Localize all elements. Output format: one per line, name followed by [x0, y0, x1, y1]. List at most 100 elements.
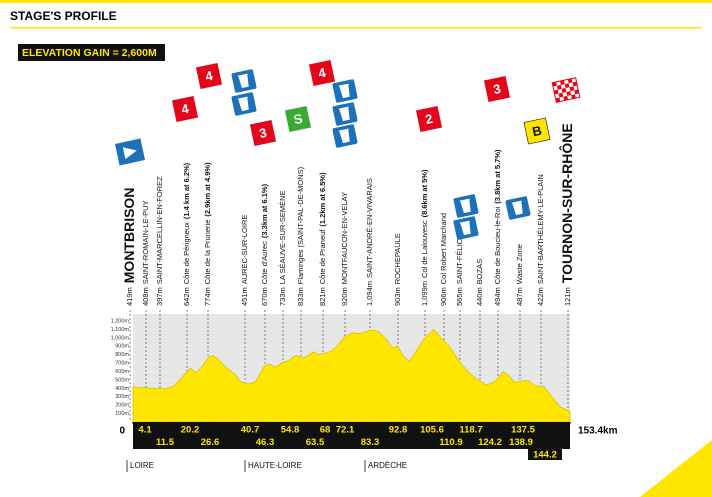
altitude: 670m	[260, 287, 269, 306]
place-name: SAINT-FÉLICIEN	[455, 226, 464, 284]
y-tick-label: 700m	[115, 361, 129, 367]
title-rule	[10, 27, 702, 29]
x-tick-label: 153.4km	[578, 426, 618, 437]
checker	[558, 92, 564, 98]
altitude: 494m	[493, 287, 502, 306]
service-icon	[453, 216, 479, 240]
y-tick-label: 600m	[115, 369, 129, 375]
y-tick-label: 100m	[115, 411, 129, 417]
place-name: SAINT-BARTHÉLEMY-LE-PLAIN	[536, 174, 545, 284]
flag-text: 3	[258, 125, 268, 141]
category-flag: 4	[308, 59, 336, 87]
altitude: 1,099m	[420, 281, 429, 306]
altitude: 451m	[240, 287, 249, 306]
waypoint-label: 903m ROCHEPAULE	[393, 233, 402, 306]
place-name: Côte de Boucieu-le-Roi	[493, 206, 502, 284]
flag-text: 2	[424, 111, 434, 127]
km-label: 46.3	[256, 437, 275, 448]
waypoint-label: 494m Côte de Boucieu-le-Roi (3.8km at 5.7%…	[493, 149, 502, 306]
y-tick-label: 400m	[115, 386, 129, 392]
region-label: LOIRE	[130, 461, 154, 470]
region-label: HAUTE-LOIRE	[248, 461, 302, 470]
category-flag: 4	[171, 95, 199, 123]
km-label: 72.1	[336, 425, 355, 436]
service-icon	[332, 102, 358, 126]
checker	[574, 89, 579, 95]
checker	[571, 94, 576, 99]
altitude: 642m	[182, 287, 191, 306]
altitude: 833m	[296, 287, 305, 306]
km-label: 92.8	[389, 425, 408, 436]
altitude: 903m	[393, 287, 402, 306]
category-flag: S	[284, 105, 312, 133]
checker	[564, 83, 570, 89]
category-flag: 2	[415, 105, 443, 133]
elevation-area	[132, 328, 571, 423]
waypoint-label: 451m AUREC-SUR-LOIRE	[240, 215, 249, 306]
flag-text: 4	[317, 65, 328, 81]
km-label: 40.7	[241, 425, 260, 436]
waypoint-label: 1,099m Col de Lalouvesc (8.6km at 5%)	[420, 169, 429, 306]
km-label: 138.9	[509, 437, 533, 448]
km-label: 144.2	[533, 450, 557, 461]
waypoint-label: 774m Côte de la Prunerie (2.9km at 4.9%)	[203, 162, 212, 306]
checker	[567, 78, 573, 84]
flag-body	[171, 95, 199, 123]
place-name: Côte de Périgneux	[182, 222, 191, 284]
flag-text: 4	[204, 68, 215, 84]
altitude: 397m	[155, 287, 164, 306]
km-label: 137.5	[511, 425, 535, 436]
km-label: 68	[320, 425, 331, 436]
waypoint-label: 408m SAINT-ROMAIN-LE-PUY	[141, 200, 150, 306]
altitude: 733m	[278, 287, 287, 306]
waypoint-label: 422m SAINT-BARTHÉLEMY-LE-PLAIN	[536, 174, 545, 306]
start-flag	[114, 138, 146, 166]
km-label: 118.7	[459, 425, 482, 436]
place-name: SAINT-ROMAIN-LE-PUY	[141, 200, 150, 284]
icon-glyph	[338, 83, 350, 99]
category-flag: 3	[483, 75, 511, 103]
altitude: 774m	[203, 287, 212, 306]
checker	[552, 81, 557, 87]
checker	[566, 91, 572, 96]
waypoint-label: 670m Côte d'Aurec (3.3km at 6.1%)	[260, 183, 269, 306]
service-icon	[231, 69, 257, 93]
finish-label: 121m TOURNON-SUR-RHÔNE	[558, 123, 575, 306]
icon-glyph	[237, 96, 249, 112]
y-tick-label: 1,100m	[111, 327, 130, 333]
checker	[556, 84, 562, 90]
flag-text: 4	[180, 101, 191, 117]
km-label: 4.1	[138, 425, 152, 436]
flag-body	[284, 105, 312, 133]
km-label: 63.5	[306, 437, 325, 448]
flag-body	[308, 59, 336, 87]
start-label: 419m MONTBRISON	[121, 188, 137, 306]
category-flag: 4	[195, 62, 223, 90]
climb-detail: (3.3km at 6.1%)	[260, 183, 269, 238]
y-tick-label: 500m	[115, 377, 129, 383]
climb-detail: (2.9km at 4.9%)	[203, 162, 212, 217]
waypoint-label: 733m LA SÉAUVE-SUR-SEMÈNE	[278, 190, 287, 306]
service-icon	[505, 196, 531, 220]
waypoint-label: 487m Waste Zone	[515, 244, 524, 306]
altitude: 565m	[455, 287, 464, 306]
flag-text: 3	[492, 81, 502, 97]
service-icon	[231, 92, 257, 116]
x-tick-label: 0	[119, 426, 125, 437]
top-stripe	[0, 0, 712, 3]
flag-body	[195, 62, 223, 90]
corner-stripe	[640, 440, 712, 497]
y-tick-label: 1,000m	[111, 335, 130, 341]
waypoint-label: 642m Côte de Périgneux (1.4 km at 6.2%)	[182, 162, 191, 306]
altitude: 487m	[515, 287, 524, 306]
place-name: Côte d'Aurec	[260, 241, 269, 284]
km-label: 20.2	[181, 425, 200, 436]
icon-glyph	[459, 198, 471, 214]
place-name: Flaminges (SAINT-PAL-DE-MONS)	[296, 166, 305, 284]
waypoint-label: 821m Côte de Praneuf (1.2km at 6.5%)	[318, 172, 327, 306]
icon-glyph	[237, 73, 249, 89]
place-name: Waste Zone	[515, 244, 524, 284]
checker	[572, 81, 578, 87]
icon-glyph	[338, 128, 350, 144]
flag-body	[249, 119, 277, 147]
